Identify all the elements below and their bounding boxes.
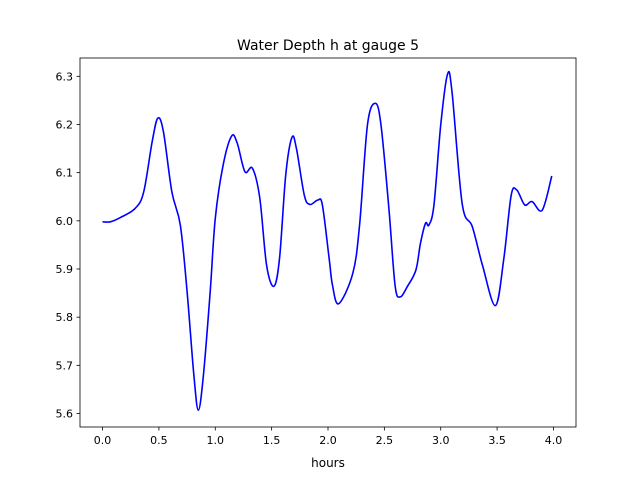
plot-frame	[79, 57, 577, 428]
x-tick-label: 2.5	[376, 434, 394, 447]
y-tick-label: 6.3	[56, 70, 74, 83]
x-tick-label: 0.0	[94, 434, 112, 447]
y-tick-label: 6.0	[56, 215, 74, 228]
x-tick-label: 0.5	[150, 434, 168, 447]
y-tick-label: 5.6	[56, 408, 74, 421]
series-line-h	[102, 70, 553, 411]
x-axis-label: hours	[311, 456, 345, 470]
y-tick-label: 6.1	[56, 167, 74, 180]
y-tick-label: 6.2	[56, 118, 74, 131]
x-tick-label: 1.5	[263, 434, 281, 447]
x-tick-label: 3.5	[488, 434, 506, 447]
y-tick-label: 5.7	[56, 359, 74, 372]
x-tick-label: 4.0	[545, 434, 563, 447]
x-tick-label: 3.0	[432, 434, 450, 447]
y-tick-label: 5.8	[56, 311, 74, 324]
y-tick-label: 5.9	[56, 263, 74, 276]
chart-title: Water Depth h at gauge 5	[237, 38, 419, 54]
x-tick-label: 2.0	[319, 434, 337, 447]
x-tick-label: 1.0	[207, 434, 225, 447]
